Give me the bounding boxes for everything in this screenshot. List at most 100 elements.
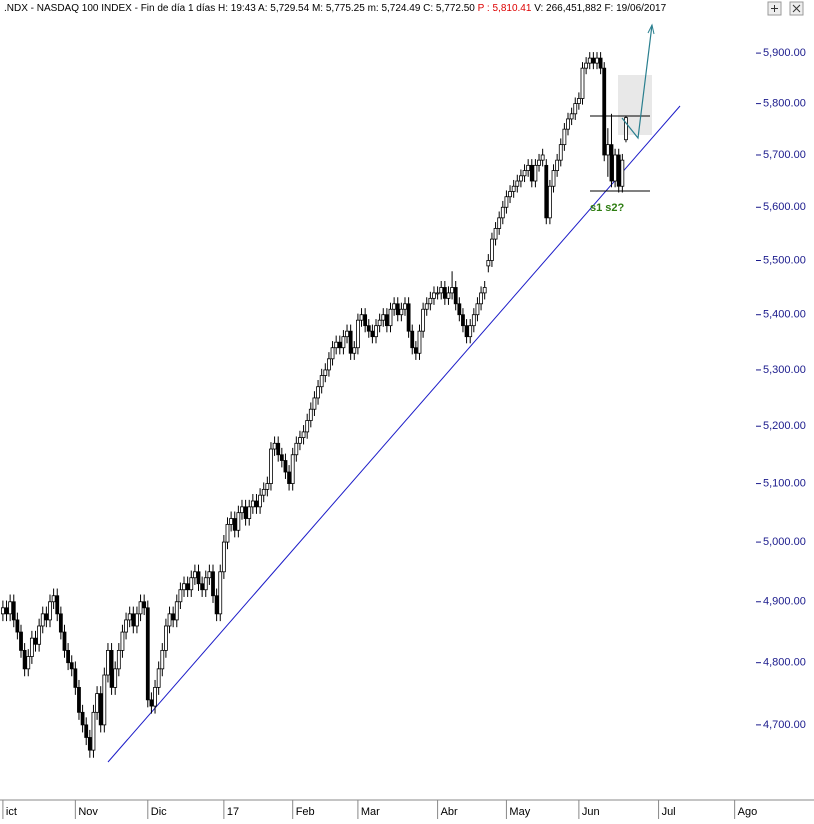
candle-body [363, 314, 368, 327]
candle-body [171, 613, 176, 621]
candle-body [406, 303, 411, 332]
candle-body [4, 607, 9, 615]
candle-body [446, 292, 451, 299]
candle-body [87, 737, 92, 751]
candle-body [602, 67, 607, 156]
candle-body [272, 442, 277, 450]
candle-body [508, 191, 512, 198]
candle-body [207, 571, 212, 579]
y-tick-label: 5,900.00 [763, 47, 806, 59]
candle-body [468, 325, 473, 338]
candle-body [11, 601, 16, 621]
candle-body [504, 196, 509, 208]
candle-body [189, 577, 194, 591]
candle-body [522, 170, 527, 177]
y-tick-label: 5,600.00 [763, 201, 806, 213]
candle-body [37, 625, 42, 645]
candle-body [8, 601, 13, 615]
candle-body [399, 308, 404, 316]
candle-body [135, 613, 139, 627]
candle-body [29, 637, 34, 657]
candle-body [345, 330, 349, 338]
candle-body [192, 571, 197, 579]
candle-body [580, 67, 585, 99]
candle-body [403, 303, 407, 310]
candle-body [461, 314, 465, 327]
candle-body [370, 330, 375, 338]
candle-body [464, 325, 469, 338]
candle-body [69, 662, 74, 670]
candle-body [352, 347, 357, 354]
candle-body [243, 506, 248, 519]
candle-body [276, 442, 281, 456]
candle-body [558, 144, 563, 161]
candle-body [116, 649, 121, 670]
x-tick-label: 17 [227, 806, 239, 818]
candle-body [113, 668, 118, 688]
candle-body [316, 386, 320, 399]
candle-body [573, 103, 578, 115]
candle-body [149, 699, 154, 707]
candle-body [569, 113, 574, 120]
candle-body [261, 488, 266, 496]
candle-body [279, 454, 284, 461]
y-tick-label: 5,000.00 [763, 536, 806, 548]
candle-body [330, 347, 335, 360]
candle-body [131, 613, 136, 627]
candle-body [106, 649, 110, 676]
candle-body [19, 631, 23, 651]
candle-body [537, 159, 541, 166]
candle-body [232, 518, 237, 531]
candle-body [182, 583, 186, 591]
header-field: V: 266,451,882 [534, 3, 602, 14]
candle-body [15, 619, 20, 633]
candle-body [519, 175, 523, 182]
candle-body [254, 500, 259, 508]
header-field: F: 19/06/2017 [604, 3, 666, 14]
candle-body [555, 159, 560, 171]
x-tick-label: Mar [361, 806, 380, 818]
candle-body [145, 607, 150, 701]
candle-body [439, 287, 444, 294]
candle-body [381, 314, 386, 321]
candle-body [500, 206, 505, 219]
candle-body [457, 303, 462, 316]
candle-body [497, 217, 502, 229]
candle-body [58, 613, 63, 633]
candle-body [493, 228, 498, 240]
candle-body [587, 57, 592, 64]
candle-body [511, 185, 516, 192]
candle-body [374, 325, 378, 338]
candle-body [269, 448, 273, 484]
candle-body [218, 571, 223, 615]
candle-body [566, 118, 570, 130]
candle-body [84, 724, 89, 738]
candle-body [0, 607, 5, 615]
header: .NDX - NASDAQ 100 INDEX - Fin de día 1 d… [4, 3, 667, 14]
x-tick-label: May [509, 806, 530, 818]
candle-body [359, 314, 364, 321]
y-tick-label: 4,900.00 [763, 596, 806, 608]
header-field: C: 5,772.50 [423, 3, 475, 14]
candle-body [196, 571, 201, 585]
candle-body [185, 583, 190, 591]
candle-body [388, 308, 393, 327]
candle-body [529, 164, 534, 182]
candle-body [533, 164, 538, 182]
candle-body [591, 57, 596, 64]
candle-body [515, 180, 520, 187]
candle-body [482, 287, 487, 294]
candle-body [138, 601, 143, 615]
candle-body [221, 541, 226, 573]
candle-body [178, 589, 183, 603]
candle-body [102, 674, 107, 726]
x-tick-label: Dic [151, 806, 167, 818]
candle-body [156, 668, 161, 688]
candle-body [377, 319, 382, 327]
candle-body [98, 693, 103, 726]
candle-body [392, 303, 397, 310]
candle-body [435, 292, 440, 295]
candle-body [605, 144, 610, 156]
